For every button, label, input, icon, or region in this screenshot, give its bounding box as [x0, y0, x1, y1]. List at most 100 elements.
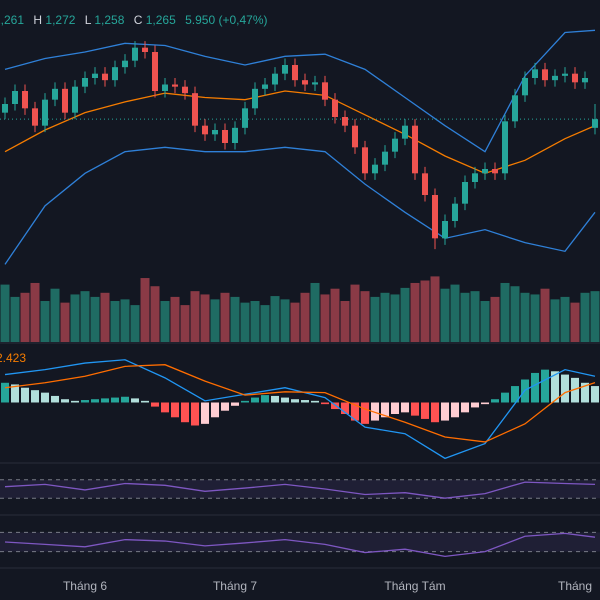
macd-histogram-bar [301, 400, 309, 403]
volume-bar [40, 301, 50, 342]
macd-histogram-bar [251, 397, 259, 403]
volume-bar [340, 301, 350, 342]
macd-histogram-bar [351, 402, 359, 421]
overlay-line [4, 29, 596, 153]
x-tick-label: Tháng 7 [213, 579, 257, 593]
volume-bar [400, 287, 410, 342]
macd-histogram-bar [291, 399, 299, 403]
legend-key: C [134, 13, 143, 27]
macd-histogram-bar [411, 402, 419, 416]
candle-body [432, 195, 438, 239]
volume-bar [100, 292, 110, 342]
candle-body [592, 119, 598, 128]
macd-histogram-bar [441, 402, 449, 421]
macd-histogram-bar [421, 402, 429, 419]
macd-histogram-bar [491, 399, 499, 403]
volume-bar [320, 294, 330, 342]
overlay-line [4, 146, 596, 265]
candle-body [12, 91, 18, 104]
candle-body [422, 173, 428, 195]
volume-bar [200, 294, 210, 342]
legend-value: 1,272 [45, 13, 75, 27]
x-tick-label: Tháng 6 [63, 579, 107, 593]
macd-histogram-bar [541, 369, 549, 403]
volume-bar [390, 294, 400, 342]
macd-histogram-bar [511, 386, 519, 403]
candle-body [112, 67, 118, 81]
macd-histogram-bar [81, 400, 89, 403]
macd-histogram-bar [211, 402, 219, 418]
candle-body [522, 78, 528, 96]
volume-bar [250, 301, 260, 342]
volume-bar [420, 280, 430, 342]
volume-bar [410, 282, 420, 342]
candle-body [162, 84, 168, 91]
candle-body [292, 65, 298, 81]
volume-bar [150, 286, 160, 342]
candle-body [402, 125, 408, 139]
candle-body [562, 73, 568, 76]
volume-bar [350, 284, 360, 342]
volume-bar [0, 284, 10, 342]
macd-histogram-bar [431, 402, 439, 423]
volume-bar [240, 302, 250, 342]
volume-bar [60, 302, 70, 342]
candle-body [462, 182, 468, 204]
macd-histogram-bar [361, 402, 369, 424]
volume-bar [450, 284, 460, 342]
volume-bar [110, 301, 120, 342]
x-tick-label: Tháng [558, 579, 592, 593]
macd-histogram-bar [201, 402, 209, 424]
volume-bar [20, 292, 30, 342]
volume-bar [310, 282, 320, 342]
macd-histogram-bar [1, 382, 9, 403]
volume-bar [500, 282, 510, 342]
candle-body [82, 78, 88, 87]
volume-bar [300, 292, 310, 342]
candle-body [372, 164, 378, 174]
candle-body [452, 203, 458, 221]
macd-histogram-bar [241, 400, 249, 403]
candle-body [412, 125, 418, 174]
volume-bar [170, 296, 180, 342]
volume-bar [50, 288, 60, 342]
candle-body [22, 91, 28, 109]
macd-histogram-bar [161, 402, 169, 413]
macd-histogram-bar [371, 402, 379, 421]
macd-label: 2.423 [0, 351, 26, 365]
volume-bar [290, 302, 300, 342]
candle-body [2, 104, 8, 113]
macd-histogram-bar [31, 390, 39, 403]
candle-body [32, 108, 38, 126]
macd-line [4, 364, 596, 443]
candle-body [192, 93, 198, 126]
macd-histogram-bar [61, 399, 69, 403]
macd-histogram-bar [91, 399, 99, 403]
volume-bar [380, 292, 390, 342]
volume-bar [130, 305, 140, 342]
macd-histogram-bar [131, 398, 139, 403]
ohlc-legend: 1,261 H 1,272 L 1,258 C 1,265 5.950 (+0,… [0, 13, 268, 27]
x-tick-label: Tháng Tám [384, 579, 445, 593]
candle-body [142, 47, 148, 52]
volume-bar [550, 299, 560, 342]
volume-bar [370, 296, 380, 342]
candle-body [222, 130, 228, 143]
macd-histogram-bar [101, 398, 109, 403]
volume-bar [280, 299, 290, 342]
macd-histogram-bar [561, 374, 569, 403]
legend-value: 1,258 [94, 13, 124, 27]
volume-bar [260, 305, 270, 342]
volume-bar [90, 296, 100, 342]
volume-bar [540, 288, 550, 342]
candle-body [202, 125, 208, 135]
macd-histogram-bar [321, 402, 329, 405]
volume-bar [270, 296, 280, 342]
candle-body [42, 99, 48, 126]
legend-key: L [85, 13, 92, 27]
macd-histogram-bar [391, 402, 399, 414]
macd-histogram-bar [111, 397, 119, 403]
macd-histogram-bar [461, 402, 469, 413]
macd-histogram-bar [41, 392, 49, 403]
volume-bar [30, 282, 40, 342]
